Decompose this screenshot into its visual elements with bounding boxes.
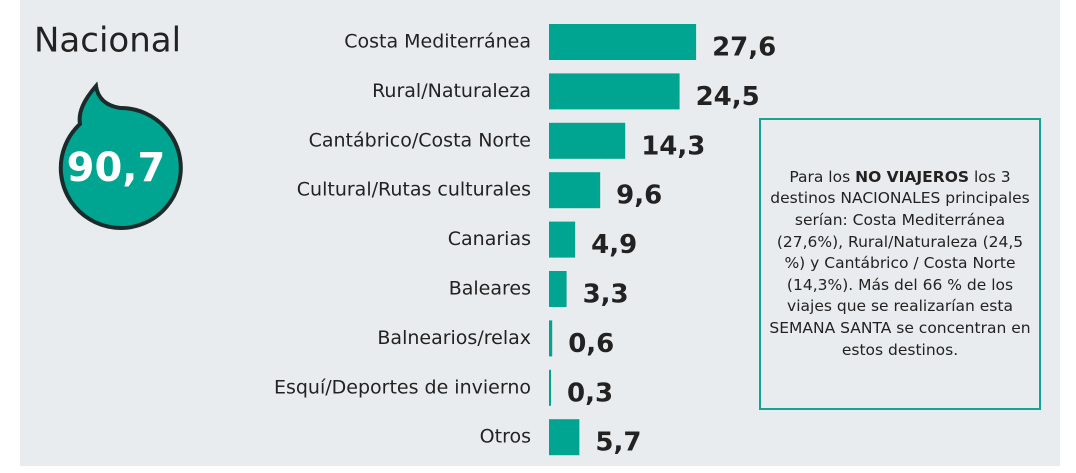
bar: [549, 73, 680, 110]
value-label: 4,9: [591, 230, 637, 260]
category-label: Baleares: [449, 278, 531, 300]
background: [20, 0, 1060, 466]
bar: [549, 320, 553, 357]
value-label: 24,5: [696, 82, 760, 112]
value-label: 0,3: [567, 378, 613, 408]
value-label: 14,3: [641, 131, 705, 161]
category-label: Esquí/Deportes de invierno: [274, 376, 531, 398]
speech-bubble: [58, 81, 183, 230]
note-text: Para los NO VIAJEROS los 3 destinos NACI…: [765, 167, 1035, 361]
bar: [549, 369, 551, 406]
category-label: Cantábrico/Costa Norte: [309, 129, 531, 151]
note-after: los 3 destinos NACIONALES principales se…: [769, 167, 1031, 359]
value-label: 3,3: [583, 280, 629, 310]
bar: [549, 221, 576, 258]
category-label: Rural/Naturaleza: [372, 80, 531, 102]
bar: [549, 419, 580, 456]
value-label: 27,6: [712, 33, 776, 63]
chart-title: Nacional: [34, 21, 181, 61]
bar: [549, 122, 626, 159]
category-label: Cultural/Rutas culturales: [297, 179, 531, 201]
note-box: Para los NO VIAJEROS los 3 destinos NACI…: [759, 118, 1041, 410]
value-label: 0,6: [568, 329, 614, 359]
note-before: Para los: [789, 167, 856, 186]
value-label: 5,7: [595, 428, 641, 458]
category-label: Otros: [480, 426, 531, 448]
category-label: Canarias: [448, 228, 531, 250]
bar: [549, 172, 601, 209]
bar: [549, 271, 567, 307]
value-label: 9,6: [616, 181, 662, 211]
bar: [549, 24, 697, 60]
category-label: Costa Mediterránea: [344, 31, 531, 53]
category-label: Balnearios/relax: [377, 327, 531, 349]
highlight-label: 90,7: [67, 145, 166, 191]
note-bold: NO VIAJEROS: [855, 167, 970, 186]
